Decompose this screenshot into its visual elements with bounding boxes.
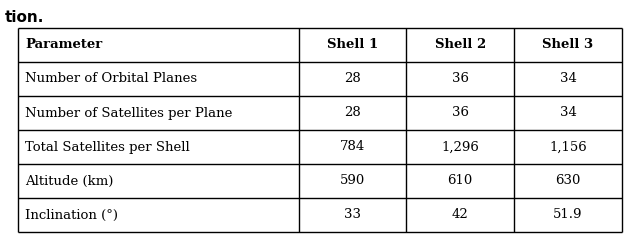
Text: 34: 34	[559, 73, 577, 85]
Text: Shell 2: Shell 2	[435, 39, 486, 51]
Text: tion.: tion.	[5, 10, 44, 25]
Text: Shell 3: Shell 3	[542, 39, 593, 51]
Text: Inclination (°): Inclination (°)	[25, 208, 118, 222]
Text: 28: 28	[344, 73, 361, 85]
Text: 610: 610	[447, 174, 473, 188]
Text: 1,296: 1,296	[441, 140, 479, 154]
Text: 51.9: 51.9	[553, 208, 582, 222]
Text: 34: 34	[559, 106, 577, 119]
Text: 42: 42	[452, 208, 468, 222]
Text: 33: 33	[344, 208, 361, 222]
Text: Shell 1: Shell 1	[327, 39, 378, 51]
Text: Parameter: Parameter	[25, 39, 102, 51]
Text: 590: 590	[340, 174, 365, 188]
Text: 1,156: 1,156	[549, 140, 587, 154]
Text: 28: 28	[344, 106, 361, 119]
Text: 36: 36	[452, 106, 468, 119]
Text: Altitude (km): Altitude (km)	[25, 174, 113, 188]
Text: Number of Orbital Planes: Number of Orbital Planes	[25, 73, 197, 85]
Text: 630: 630	[556, 174, 580, 188]
Text: Number of Satellites per Plane: Number of Satellites per Plane	[25, 106, 232, 119]
Text: Total Satellites per Shell: Total Satellites per Shell	[25, 140, 189, 154]
Text: 784: 784	[340, 140, 365, 154]
Text: 36: 36	[452, 73, 468, 85]
